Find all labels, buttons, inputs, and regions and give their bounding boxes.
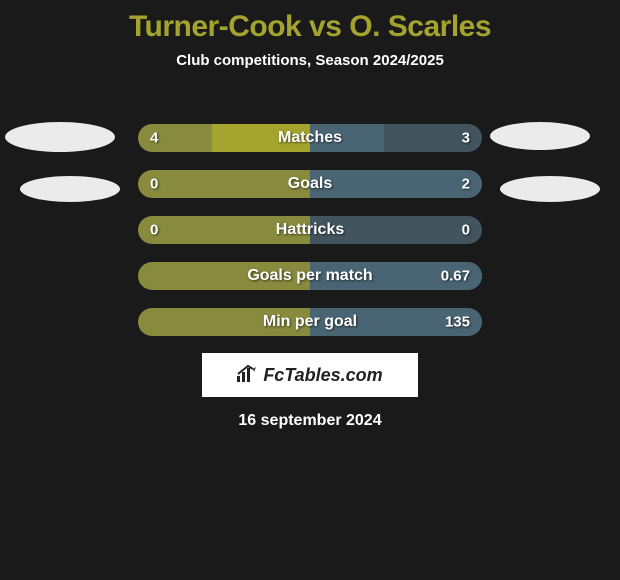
stat-value-left: 0 — [150, 176, 158, 193]
stat-label: Goals — [288, 175, 332, 193]
bar-right — [310, 170, 482, 198]
brand-label: FcTables.com — [237, 364, 382, 387]
stat-label: Min per goal — [263, 313, 357, 331]
page-title: Turner-Cook vs O. Scarles — [0, 0, 620, 44]
decorative-ellipse — [5, 122, 115, 152]
stat-value-left: 0 — [150, 222, 158, 239]
stat-label: Hattricks — [276, 221, 344, 239]
stat-value-right: 3 — [462, 130, 470, 147]
date-label: 16 september 2024 — [238, 412, 381, 430]
stat-row: Min per goal 135 — [138, 308, 482, 336]
stat-value-right: 2 — [462, 176, 470, 193]
decorative-ellipse — [500, 176, 600, 202]
stats-comparison: Matches 4 3 Goals 0 2 Hattricks 0 0 Goals per mat… — [138, 124, 482, 336]
brand-box: FcTables.com — [202, 353, 418, 397]
chart-icon — [237, 364, 259, 387]
decorative-ellipse — [490, 122, 590, 150]
stat-label: Goals per match — [247, 267, 372, 285]
stat-value-right: 0.67 — [441, 268, 470, 285]
subtitle: Club competitions, Season 2024/2025 — [0, 52, 620, 69]
stat-value-right: 135 — [445, 314, 470, 331]
stat-label: Matches — [278, 129, 342, 147]
stat-value-left: 4 — [150, 130, 158, 147]
stat-row: Goals 0 2 — [138, 170, 482, 198]
bar-bg-left — [138, 170, 310, 198]
decorative-ellipse — [20, 176, 120, 202]
stat-row: Goals per match 0.67 — [138, 262, 482, 290]
brand-text: FcTables.com — [263, 365, 382, 386]
stat-value-right: 0 — [462, 222, 470, 239]
stat-row: Hattricks 0 0 — [138, 216, 482, 244]
stat-row: Matches 4 3 — [138, 124, 482, 152]
